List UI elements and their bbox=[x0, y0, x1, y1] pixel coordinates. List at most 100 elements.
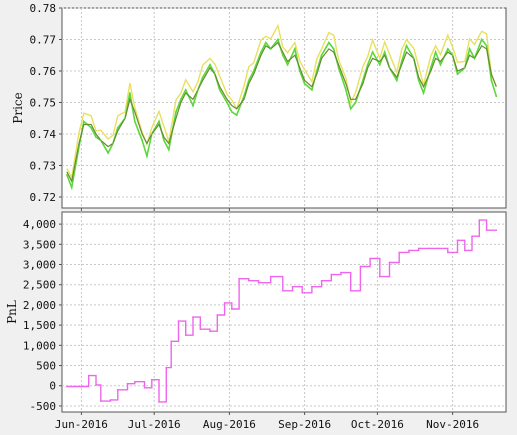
price-point bbox=[133, 120, 136, 123]
pnl-point bbox=[369, 257, 371, 260]
price-point bbox=[167, 148, 170, 151]
pnl-gridlines bbox=[62, 212, 506, 412]
price-point bbox=[175, 111, 177, 113]
y-tick-label: 3,000 bbox=[23, 259, 56, 272]
price-point bbox=[277, 38, 279, 41]
price-point bbox=[451, 54, 454, 57]
pnl-point bbox=[143, 387, 146, 389]
price-point bbox=[209, 63, 211, 66]
price-point bbox=[230, 111, 233, 113]
price-point bbox=[456, 73, 459, 75]
price-point bbox=[214, 73, 216, 75]
price-point bbox=[163, 139, 165, 142]
pnl-point bbox=[192, 316, 194, 318]
price-point bbox=[303, 82, 306, 85]
x-tick-label: Oct-2016 bbox=[351, 418, 404, 431]
price-point bbox=[235, 114, 238, 116]
price-point bbox=[150, 133, 153, 135]
price-point bbox=[252, 70, 255, 72]
pnl-point bbox=[80, 385, 83, 388]
price-point bbox=[332, 48, 335, 50]
price-point bbox=[90, 126, 92, 129]
y-tick-label: 3,500 bbox=[23, 238, 56, 251]
price-point bbox=[184, 89, 187, 91]
price-gridlines bbox=[62, 7, 506, 208]
price-point bbox=[388, 66, 391, 69]
price-point bbox=[124, 117, 126, 120]
price-point bbox=[112, 142, 114, 145]
price-y-ticks: 0.72 0.73 0.74 0.75 0.76 0.77 0.78 bbox=[30, 2, 62, 204]
price-point bbox=[395, 79, 398, 82]
pnl-point bbox=[209, 330, 211, 333]
x-tick-label: Sep-2016 bbox=[278, 418, 331, 431]
pnl-point bbox=[223, 302, 226, 304]
price-point bbox=[429, 66, 432, 69]
pnl-point bbox=[349, 290, 352, 292]
pnl-point bbox=[301, 292, 304, 294]
y-tick-label: -500 bbox=[30, 400, 57, 413]
price-point bbox=[243, 95, 245, 98]
pnl-point bbox=[485, 229, 488, 231]
y-tick-label: 1,000 bbox=[23, 339, 56, 352]
price-point bbox=[473, 57, 476, 60]
price-point bbox=[281, 54, 284, 57]
price-point bbox=[226, 101, 228, 104]
pnl-point bbox=[184, 334, 187, 337]
price-point bbox=[490, 79, 493, 82]
price-point bbox=[383, 51, 386, 53]
price-point bbox=[495, 95, 498, 98]
pnl-point bbox=[66, 385, 68, 388]
price-point bbox=[400, 60, 403, 63]
price-point bbox=[405, 44, 408, 47]
price-point bbox=[463, 66, 466, 69]
y-tick-label: 500 bbox=[36, 360, 56, 373]
price-point bbox=[141, 139, 144, 142]
pnl-point bbox=[456, 239, 459, 242]
price-point bbox=[485, 44, 488, 47]
price-point bbox=[286, 63, 289, 66]
y-tick-label: 4,000 bbox=[23, 218, 56, 231]
pnl-point bbox=[238, 277, 240, 280]
price-point bbox=[480, 38, 483, 41]
price-point bbox=[260, 51, 262, 53]
pnl-point bbox=[100, 400, 102, 402]
pnl-y-label: PnL bbox=[5, 300, 19, 324]
pnl-y-ticks: -500 0 500 1,000 1,500 2,000 2,500 3,000 3,500 4,… bbox=[23, 218, 62, 413]
pnl-point bbox=[447, 251, 449, 254]
price-point bbox=[439, 63, 442, 66]
x-tick-label: Jul-2016 bbox=[128, 418, 181, 431]
pnl-point bbox=[282, 290, 284, 292]
y-tick-label: 0.76 bbox=[30, 65, 57, 78]
pnl-point bbox=[257, 281, 260, 284]
price-point bbox=[378, 63, 381, 66]
pnl-point bbox=[464, 249, 466, 252]
pnl-series bbox=[66, 219, 498, 403]
pnl-point bbox=[408, 249, 410, 252]
price-point bbox=[180, 98, 182, 101]
pnl-point bbox=[320, 279, 323, 282]
price-point bbox=[422, 92, 425, 94]
x-tick-label: Nov-2016 bbox=[426, 418, 479, 431]
price-point bbox=[78, 145, 80, 148]
price-point bbox=[201, 76, 204, 79]
price-point bbox=[371, 51, 374, 53]
pnl-point bbox=[427, 247, 430, 250]
price-point bbox=[129, 92, 131, 94]
pnl-point bbox=[340, 271, 342, 274]
pnl-point bbox=[231, 308, 233, 310]
price-point bbox=[192, 104, 194, 107]
pnl-point bbox=[359, 265, 362, 268]
pnl-point bbox=[269, 275, 272, 278]
price-point bbox=[197, 89, 199, 91]
y-tick-label: 0.72 bbox=[30, 191, 57, 204]
y-tick-label: 2,000 bbox=[23, 299, 56, 312]
price-point bbox=[311, 89, 313, 91]
pnl-point bbox=[151, 378, 153, 381]
pnl-point bbox=[177, 320, 180, 322]
y-tick-label: 0 bbox=[49, 380, 56, 393]
pnl-point bbox=[291, 285, 294, 288]
price-point bbox=[354, 101, 357, 104]
price-point bbox=[298, 70, 301, 72]
pnl-point bbox=[199, 328, 202, 331]
